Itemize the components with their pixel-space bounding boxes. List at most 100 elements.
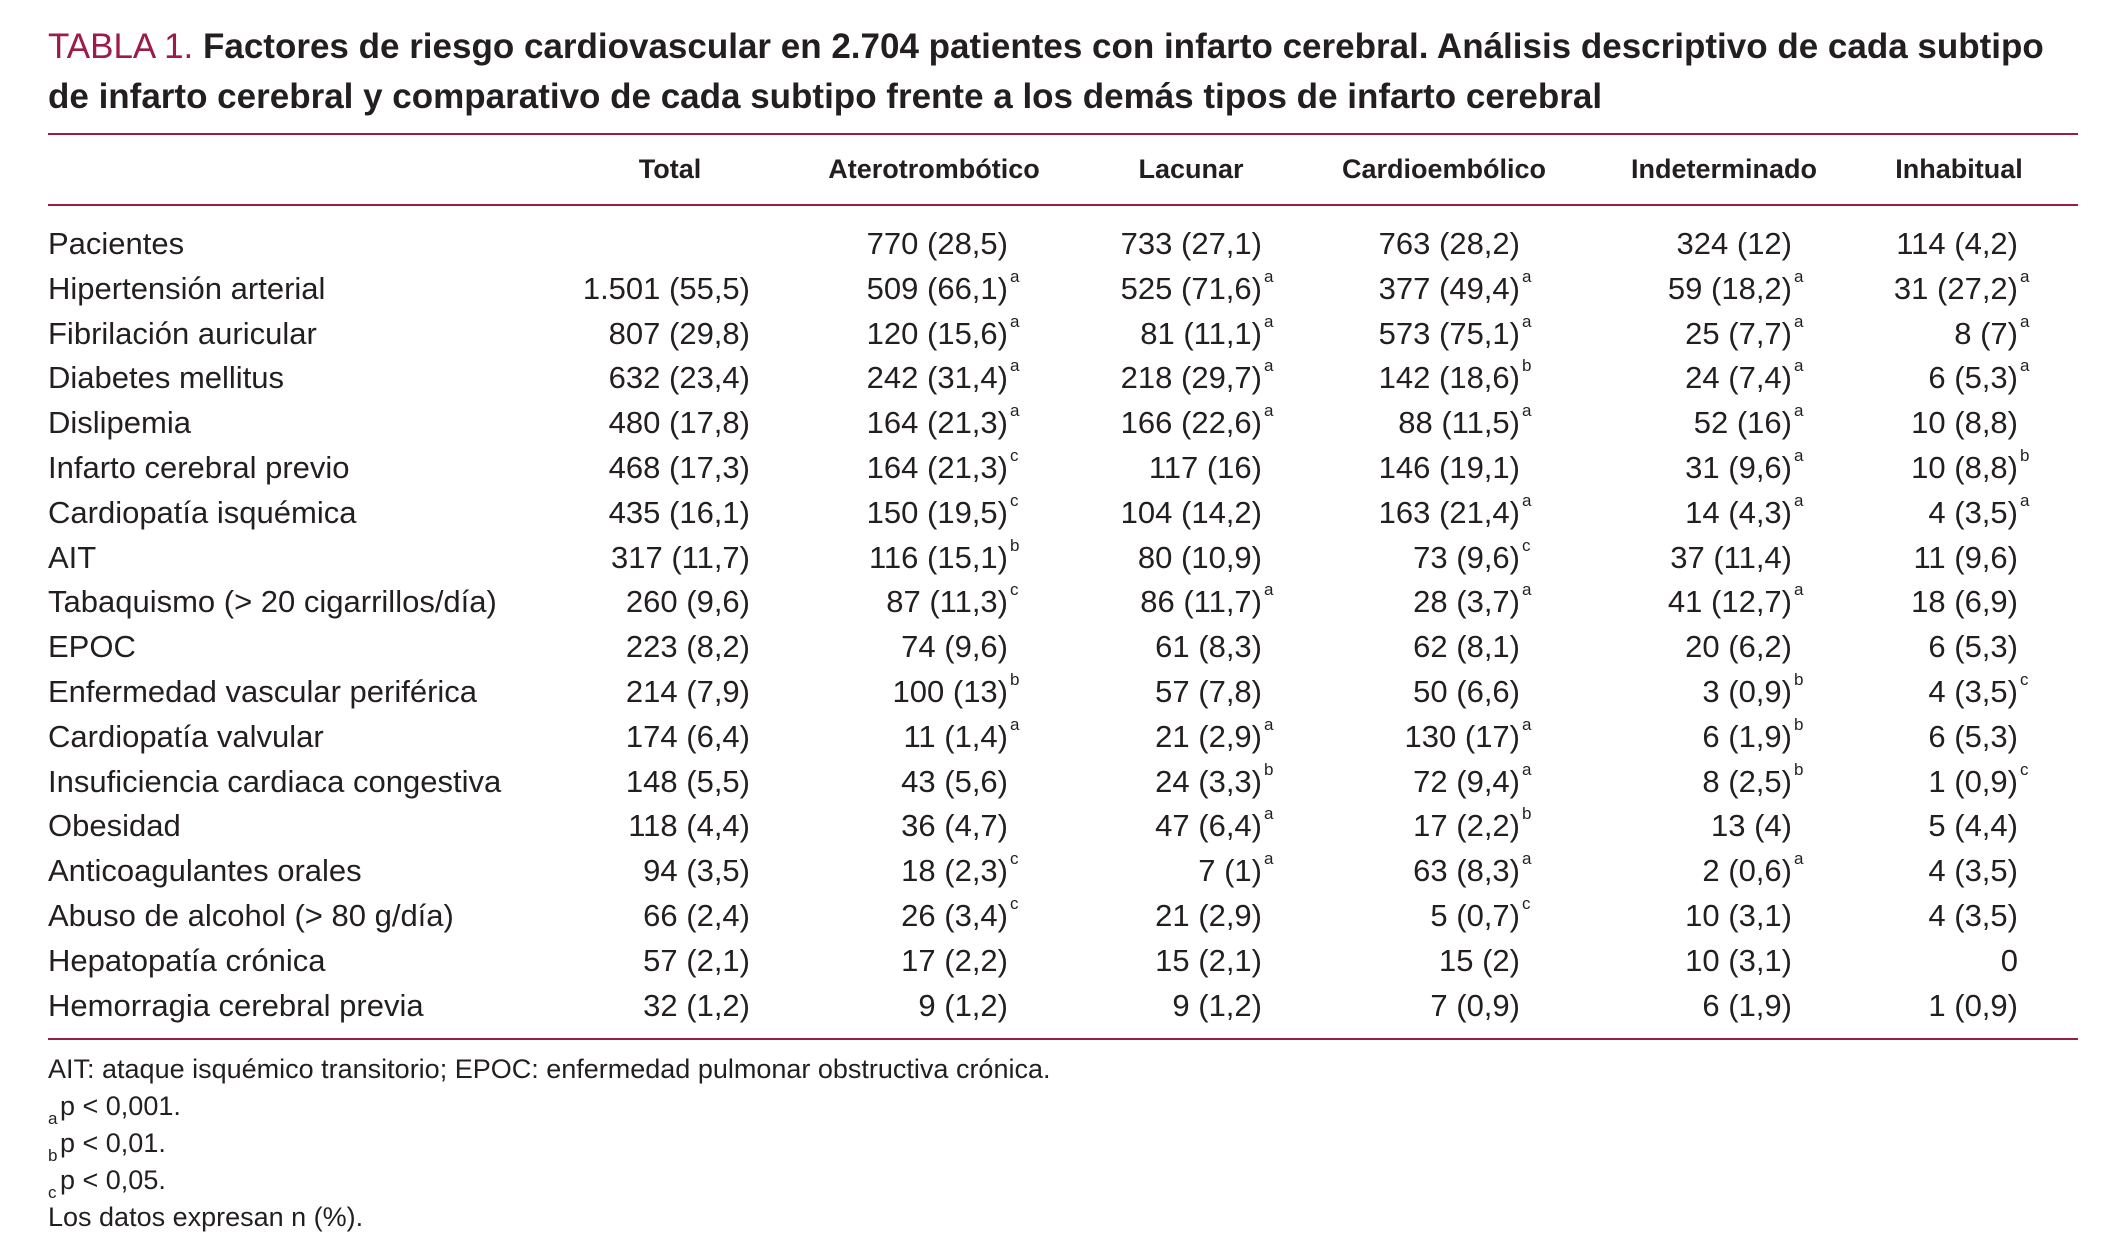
cell-value: 214 (7,9): [625, 674, 750, 709]
cell-value: 81 (11,1): [1140, 315, 1262, 351]
cell: 480 (17,8): [609, 405, 750, 441]
footnote: Los datos expresan n (%).: [48, 1202, 363, 1233]
cell: 118 (4,4): [628, 808, 750, 844]
cell-value: 118 (4,4): [628, 808, 750, 844]
cell-value: 88 (11,5): [1398, 405, 1520, 441]
cell: 120 (15,6) a: [867, 312, 1020, 352]
cell: 166 (22,6) a: [1120, 401, 1274, 441]
cell-value: 18 (6,9): [1911, 584, 2018, 620]
cell: 163 (21,4) a: [1379, 491, 1532, 531]
cell: 37 (11,4): [1670, 540, 1792, 576]
significance-mark: a: [1522, 490, 1532, 510]
significance-mark: a: [1522, 580, 1532, 600]
cell: 100 (13) b: [893, 670, 1020, 710]
cell-value: 260 (9,6): [625, 584, 750, 620]
cell: 148 (5,5): [626, 764, 750, 800]
significance-mark: b: [1794, 714, 1804, 734]
cell: 14 (4,3) a: [1685, 491, 1803, 531]
cell: 25 (7,7) a: [1685, 312, 1803, 352]
cell-value: 61 (8,3): [1155, 629, 1262, 665]
cell-value: 10 (3,1): [1685, 898, 1792, 933]
cell: 468 (17,3): [609, 450, 750, 486]
significance-mark: a: [1794, 401, 1804, 421]
row-label: Abuso de alcohol (> 80 g/día): [48, 898, 454, 933]
cell: 21 (2,9): [1155, 898, 1262, 934]
significance-mark: a: [1010, 311, 1020, 331]
cell: 20 (6,2): [1685, 629, 1792, 665]
cell: 770 (28,5): [867, 226, 1008, 262]
cell-value: 28 (3,7): [1413, 584, 1520, 620]
cell: 435 (16,1): [609, 495, 750, 531]
cell-value: 104 (14,2): [1120, 494, 1262, 530]
significance-mark: c: [2020, 759, 2029, 779]
cell-value: 9 (1,2): [1172, 987, 1262, 1023]
row-label: Hipertensión arterial: [48, 270, 326, 306]
cell-value: 74 (9,6): [901, 629, 1008, 665]
significance-mark: a: [1264, 580, 1274, 600]
cell-value: 174 (6,4): [625, 718, 750, 754]
cell: 50 (6,6): [1413, 674, 1520, 710]
significance-mark: a: [1794, 311, 1804, 331]
row-label: Tabaquismo (> 20 cigarrillos/día): [48, 584, 497, 620]
title-text: Factores de riesgo cardiovascular en 2.7…: [48, 27, 2044, 116]
cell-value: 21 (2,9): [1155, 718, 1262, 754]
cell-value: 31 (27,2): [1893, 270, 2018, 306]
significance-mark: a: [1264, 266, 1274, 286]
significance-mark: c: [1010, 894, 1019, 913]
footnote: AIT: ataque isquémico transitorio; EPOC:…: [48, 1054, 1050, 1085]
cell-value: 2 (0,6): [1702, 853, 1792, 889]
row-label: Pacientes: [48, 226, 185, 261]
significance-mark: c: [2020, 670, 2029, 689]
cell: 24 (7,4) a: [1685, 356, 1803, 396]
cell-value: 166 (22,6): [1120, 405, 1262, 441]
significance-mark: a: [1264, 401, 1274, 421]
cell: 11 (9,6): [1913, 540, 2018, 576]
significance-mark: a: [2020, 490, 2030, 510]
cell: 1 (0,9) c: [1928, 760, 2028, 800]
row-label: Diabetes mellitus: [48, 360, 285, 396]
cell-value: 4 (3,5): [1928, 853, 2018, 889]
cell-value: 317 (11,7): [610, 539, 750, 575]
significance-mark: a: [2020, 311, 2030, 331]
cell-value: 6 (5,3): [1928, 360, 2018, 396]
footnote-text: p < 0,05.: [60, 1165, 166, 1195]
row-label: Anticoagulantes orales: [48, 853, 362, 889]
cell: 130 (17) a: [1405, 715, 1532, 755]
significance-mark: b: [1522, 356, 1532, 376]
cell-value: 15 (2): [1439, 942, 1520, 978]
cell-value: 5 (0,7): [1430, 898, 1520, 933]
cell-value: 47 (6,4): [1155, 808, 1262, 844]
significance-mark: c: [1010, 446, 1019, 465]
cell: 10 (8,8) b: [1911, 446, 2029, 486]
cell: 324 (12): [1677, 226, 1792, 262]
cell-value: 4 (3,5): [1928, 494, 2018, 530]
cell-value: 6 (5,3): [1928, 629, 2018, 665]
cell-value: 36 (4,7): [901, 808, 1008, 844]
cell: 10 (3,1): [1685, 898, 1792, 934]
significance-mark: b: [1522, 804, 1532, 824]
cell-value: 26 (3,4): [901, 898, 1008, 933]
significance-mark: a: [1522, 266, 1532, 286]
cell-value: 9 (1,2): [918, 987, 1008, 1023]
cell-value: 4 (3,5): [1928, 898, 2018, 933]
significance-mark: c: [1010, 490, 1019, 510]
cell-value: 6 (1,9): [1702, 987, 1792, 1023]
significance-mark: a: [1522, 311, 1532, 331]
cell-value: 57 (2,1): [643, 942, 750, 978]
significance-mark: a: [1264, 849, 1274, 869]
significance-mark: a: [2020, 356, 2030, 376]
cell: 32 (1,2): [643, 988, 750, 1024]
cell: 317 (11,7): [611, 540, 750, 576]
cell: 72 (9,4) a: [1413, 760, 1531, 800]
cell-value: 43 (5,6): [901, 763, 1008, 799]
cell: 763 (28,2): [1379, 226, 1520, 262]
significance-mark: a: [1522, 714, 1532, 734]
cell-value: 72 (9,4): [1413, 763, 1520, 799]
cell: 17 (2,2) b: [1413, 804, 1531, 844]
cell-value: 94 (3,5): [643, 853, 750, 889]
cell: 57 (7,8): [1155, 674, 1262, 710]
row-label: Enfermedad vascular periférica: [48, 674, 478, 709]
row-label: Hepatopatía crónica: [48, 942, 326, 978]
cell-value: 73 (9,6): [1413, 539, 1520, 575]
